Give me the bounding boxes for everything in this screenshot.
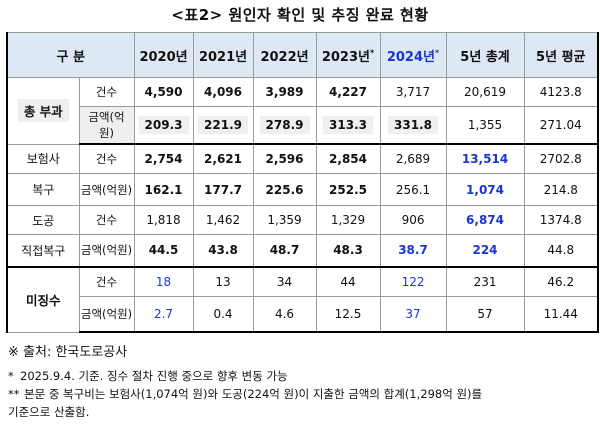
cell: 48.3 (315, 234, 381, 268)
cell: 3,717 (379, 77, 447, 107)
cell: 224 (445, 234, 525, 268)
cell: 2,596 (252, 143, 317, 174)
cell: 48.7 (252, 234, 317, 268)
cell: 1,359 (252, 205, 317, 235)
cell: 271.04 (523, 106, 600, 145)
count-label: 건수 (78, 205, 135, 235)
cell: 44.8 (523, 234, 600, 268)
table-row: 금액(억원) 209.3 221.9 278.9 313.3 331.8 1,3… (7, 106, 600, 145)
cell: 252.5 (315, 173, 381, 206)
header-2021: 2021년 (192, 32, 254, 78)
cell: 0.4 (192, 295, 254, 333)
cell: 57 (445, 295, 525, 333)
table-row: 총 부과 건수 4,590 4,096 3,989 4,227 3,717 20… (6, 77, 600, 145)
cell: 1,074 (445, 173, 525, 206)
notes-section: ※ 출처: 한국도로공사 * 2025.9.4. 기준. 징수 절차 진행 중으로… (8, 344, 594, 421)
cell: 3,989 (252, 77, 317, 107)
cell: 122 (379, 266, 447, 297)
header-avg: 5년 평균 (523, 32, 600, 78)
amount-label: 금액(억원) (78, 295, 135, 333)
cell: 18 (133, 266, 194, 297)
cell: 225.6 (252, 173, 317, 206)
cell: 20,619 (445, 77, 525, 107)
cell: 13,514 (445, 143, 525, 174)
cell: 4,227 (315, 77, 381, 107)
cell: 38.7 (379, 234, 447, 268)
cell: 177.7 (192, 173, 254, 206)
table-row: 도공 건수 1,818 1,462 1,359 1,329 906 6,874 … (6, 205, 600, 235)
cell: 209.3 (133, 106, 194, 145)
source-note: ※ 출처: 한국도로공사 (8, 345, 128, 360)
cell: 906 (379, 205, 447, 235)
cell: 13 (192, 266, 254, 297)
cell: 2702.8 (523, 143, 600, 174)
amount-label: 금액(억원) (78, 234, 135, 268)
footnote-2: ** 본문 중 복구비는 보험사(1,074억 원)와 도공(224억 원)이 지… (8, 387, 483, 401)
cell: 214.8 (523, 173, 600, 206)
header-category: 구 분 (5, 32, 135, 78)
header-total: 5년 총계 (445, 32, 525, 78)
cell: 256.1 (379, 173, 447, 206)
stats-table: 구 분 2020년 2021년 2022년 2023년* 2024년* 5년 총… (5, 32, 600, 333)
count-label: 건수 (78, 143, 135, 174)
cell: 4123.8 (523, 77, 600, 107)
cell: 37 (379, 295, 447, 333)
amount-label: 금액(억원) (78, 106, 135, 145)
row-label-direct: 직접복구 (6, 234, 80, 268)
cell: 331.8 (379, 106, 447, 145)
cell: 221.9 (192, 106, 254, 145)
cell: 6,874 (445, 205, 525, 235)
cell: 2,621 (192, 143, 254, 174)
table-row: 미징수 건수 18 13 34 44 122 231 46.2 (6, 266, 600, 333)
cell: 278.9 (252, 106, 317, 145)
cell: 2.7 (133, 295, 194, 333)
cell: 1,355 (445, 106, 525, 145)
cell: 46.2 (523, 266, 600, 297)
cell: 1374.8 (523, 205, 600, 235)
row-label-dogong: 도공 (6, 205, 80, 235)
cell: 43.8 (192, 234, 254, 268)
cell: 4.6 (252, 295, 317, 333)
cell: 44 (315, 266, 381, 297)
header-2020: 2020년 (133, 32, 194, 78)
table-row: 보험사 건수 2,754 2,621 2,596 2,854 2,689 13,… (6, 143, 600, 174)
cell: 11.44 (523, 295, 600, 333)
row-label-unpaid: 미징수 (6, 266, 80, 333)
amount-label: 금액(억원) (78, 173, 135, 206)
cell: 1,462 (192, 205, 254, 235)
row-label-recovery: 복구 (6, 173, 80, 206)
header-row: 구 분 2020년 2021년 2022년 2023년* 2024년* 5년 총… (5, 32, 600, 78)
table-row: 금액(억원) 2.7 0.4 4.6 12.5 37 57 11.44 (7, 295, 600, 333)
cell: 4,096 (192, 77, 254, 107)
row-label-total: 총 부과 (6, 77, 80, 145)
cell: 44.5 (133, 234, 194, 268)
count-label: 건수 (78, 77, 135, 107)
header-2024: 2024년* (379, 32, 447, 78)
cell: 2,689 (379, 143, 447, 174)
footnote-1: * 2025.9.4. 기준. 징수 절차 진행 중으로 향후 변동 가능 (8, 369, 288, 383)
cell: 2,754 (133, 143, 194, 174)
cell: 313.3 (315, 106, 381, 145)
table-title: <표2> 원인자 확인 및 추징 완료 현황 (171, 6, 429, 24)
cell: 2,854 (315, 143, 381, 174)
cell: 231 (445, 266, 525, 297)
table-row: 복구 금액(억원) 162.1 177.7 225.6 252.5 256.1 … (6, 173, 600, 206)
table-row: 직접복구 금액(억원) 44.5 43.8 48.7 48.3 38.7 224… (6, 234, 600, 268)
header-2022: 2022년 (252, 32, 317, 78)
header-2023: 2023년* (315, 32, 381, 78)
cell: 12.5 (315, 295, 381, 333)
cell: 34 (252, 266, 317, 297)
footnote-2-continued: 기준으로 산출함. (8, 405, 90, 419)
count-label: 건수 (78, 266, 135, 297)
cell: 1,818 (133, 205, 194, 235)
row-label-insurer: 보험사 (6, 143, 80, 174)
cell: 4,590 (133, 77, 194, 107)
cell: 162.1 (133, 173, 194, 206)
cell: 1,329 (315, 205, 381, 235)
